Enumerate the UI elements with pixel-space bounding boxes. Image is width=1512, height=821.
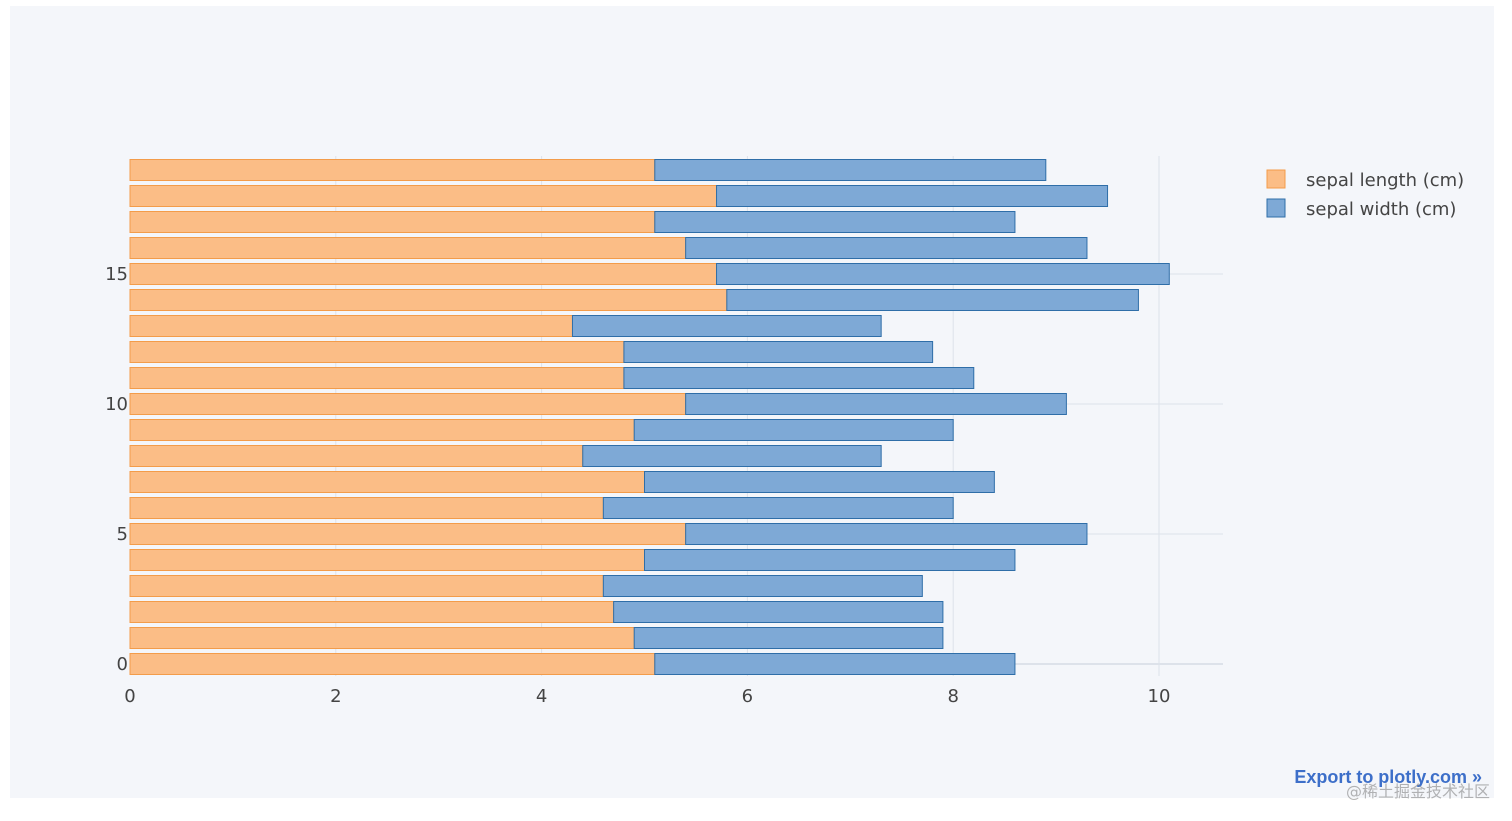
bar-series-2[interactable]: [685, 523, 1088, 545]
bar-series-1[interactable]: [129, 575, 604, 597]
bar-series-2[interactable]: [716, 185, 1109, 207]
bar-series-1[interactable]: [129, 497, 604, 519]
legend[interactable]: sepal length (cm) sepal width (cm): [1266, 169, 1464, 220]
bar-series-2[interactable]: [654, 653, 1016, 675]
export-to-plotly-link[interactable]: Export to plotly.com »: [1294, 767, 1482, 787]
bar-series-1[interactable]: [129, 601, 615, 623]
bar-series-2[interactable]: [685, 393, 1067, 415]
bar-series-1[interactable]: [129, 263, 718, 285]
bar-series-1[interactable]: [129, 159, 656, 181]
bar-series-1[interactable]: [129, 627, 635, 649]
chart-frame: 0 5 10 15 0 2 4 6 8 10 sepal length (cm) sepal wi…: [10, 6, 1494, 798]
legend-item-1[interactable]: sepal length (cm): [1266, 169, 1464, 191]
bar-series-1[interactable]: [129, 237, 687, 259]
bar-series-1[interactable]: [129, 653, 656, 675]
bar-series-2[interactable]: [633, 419, 954, 441]
y-tick-label: 0: [117, 654, 128, 675]
y-tick-label: 15: [105, 264, 128, 285]
bar-series-1[interactable]: [129, 315, 573, 337]
legend-label: sepal width (cm): [1306, 199, 1456, 220]
bar-series-2[interactable]: [582, 445, 882, 467]
bar-series-2[interactable]: [644, 471, 995, 493]
x-tick-label: 8: [947, 686, 958, 707]
bars: [129, 159, 1170, 675]
bar-series-1[interactable]: [129, 341, 625, 363]
bar-series-1[interactable]: [129, 393, 687, 415]
bar-series-2[interactable]: [602, 575, 923, 597]
bar-series-1[interactable]: [129, 211, 656, 233]
bar-series-2[interactable]: [623, 367, 975, 389]
x-tick-label: 6: [742, 686, 753, 707]
bar-series-1[interactable]: [129, 445, 584, 467]
bar-series-2[interactable]: [602, 497, 954, 519]
bar-series-1[interactable]: [129, 419, 635, 441]
legend-label: sepal length (cm): [1306, 170, 1464, 191]
bar-series-1[interactable]: [129, 185, 718, 207]
bar-series-1[interactable]: [129, 367, 625, 389]
bar-series-2[interactable]: [613, 601, 944, 623]
bar-series-2[interactable]: [654, 159, 1047, 181]
bar-series-2[interactable]: [571, 315, 882, 337]
bar-series-2[interactable]: [654, 211, 1016, 233]
legend-item-2[interactable]: sepal width (cm): [1266, 198, 1456, 220]
bar-series-2[interactable]: [716, 263, 1170, 285]
bar-series-2[interactable]: [726, 289, 1139, 311]
bar-series-1[interactable]: [129, 471, 645, 493]
legend-swatch: [1266, 169, 1286, 189]
y-axis: 0 5 10 15: [105, 264, 128, 675]
y-tick-label: 5: [117, 524, 128, 545]
y-tick-label: 10: [105, 394, 128, 415]
bar-chart: 0 5 10 15 0 2 4 6 8 10 sepal length (cm) sepal wi…: [105, 156, 1464, 707]
bar-series-2[interactable]: [633, 627, 944, 649]
x-tick-label: 2: [330, 686, 341, 707]
bar-series-2[interactable]: [623, 341, 934, 363]
grid-lines: [130, 156, 1223, 676]
x-axis: 0 2 4 6 8 10: [124, 686, 1170, 707]
bar-series-2[interactable]: [685, 237, 1088, 259]
bar-series-1[interactable]: [129, 289, 728, 311]
bar-series-2[interactable]: [644, 549, 1016, 571]
x-tick-label: 4: [536, 686, 547, 707]
legend-swatch: [1266, 198, 1286, 218]
x-tick-label: 10: [1148, 686, 1171, 707]
bar-series-1[interactable]: [129, 549, 645, 571]
watermark-text: @稀土掘金技术社区: [1345, 782, 1490, 801]
bar-series-1[interactable]: [129, 523, 687, 545]
x-tick-label: 0: [124, 686, 135, 707]
